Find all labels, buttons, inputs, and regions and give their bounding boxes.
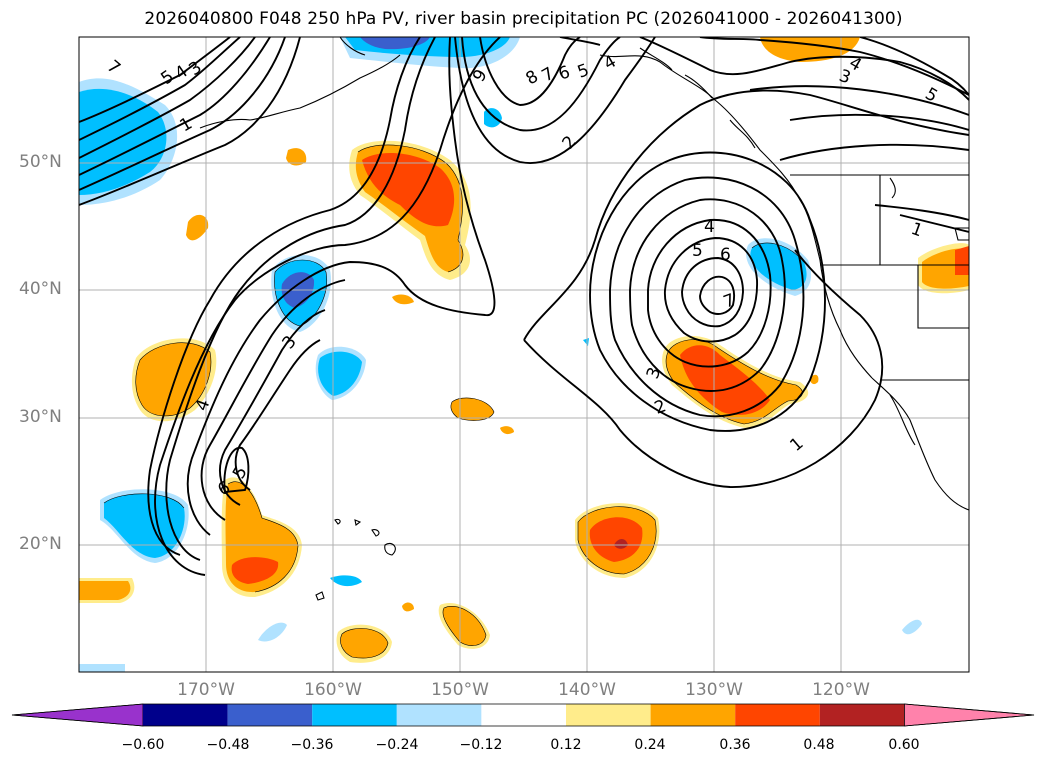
lat-label: 50°N [19, 152, 62, 172]
colorbar-tick-label: −0.48 [206, 737, 250, 753]
colorbar-tick-label: 0.24 [634, 737, 666, 753]
colorbar-tick-label: 0.60 [888, 737, 920, 753]
lon-label: 160°W [304, 680, 362, 700]
colorbar-segment [735, 704, 820, 726]
lat-label: 30°N [19, 407, 62, 427]
contour-label: 5 [692, 241, 703, 261]
colorbar-extend-low [11, 703, 144, 727]
colorbar-tick-label: 0.48 [803, 737, 835, 753]
colorbar-tick-label: −0.24 [375, 737, 419, 753]
colorbar-segment [566, 704, 651, 726]
lat-label: 20°N [19, 534, 62, 554]
colorbar-segment [396, 704, 482, 726]
colorbar-segment [227, 704, 313, 726]
lon-label: 170°W [177, 680, 235, 700]
lat-label: 40°N [19, 279, 62, 299]
lon-label: 150°W [431, 680, 489, 700]
colorbar-segment [143, 704, 228, 726]
lon-label: 130°W [685, 680, 743, 700]
contour-label: 4 [704, 217, 715, 237]
colorbar-segment [819, 704, 905, 726]
colorbar-extend-high [904, 703, 1035, 727]
colorbar-tick-label: −0.12 [459, 737, 503, 753]
colorbar-tick-label: 0.12 [550, 737, 582, 753]
colorbar-segment [312, 704, 397, 726]
colorbar-outline [11, 703, 1035, 727]
map-title: 2026040800 F048 250 hPa PV, river basin … [144, 9, 903, 29]
colorbar-segment [481, 704, 566, 726]
coastlines [199, 37, 969, 601]
colorbar-segment [650, 704, 736, 726]
pv-contours [79, 37, 969, 576]
lon-label: 140°W [558, 680, 616, 700]
colorbar-tick-label: 0.36 [719, 737, 751, 753]
graticule [79, 37, 969, 672]
positive-anomaly-region [760, 37, 860, 62]
colorbar [11, 703, 1035, 727]
lon-label: 120°W [812, 680, 870, 700]
contour-label: 6 [720, 245, 731, 265]
colorbar-tick-label: −0.60 [121, 737, 165, 753]
colorbar-tick-label: −0.36 [290, 737, 334, 753]
map-frame [78, 36, 970, 673]
